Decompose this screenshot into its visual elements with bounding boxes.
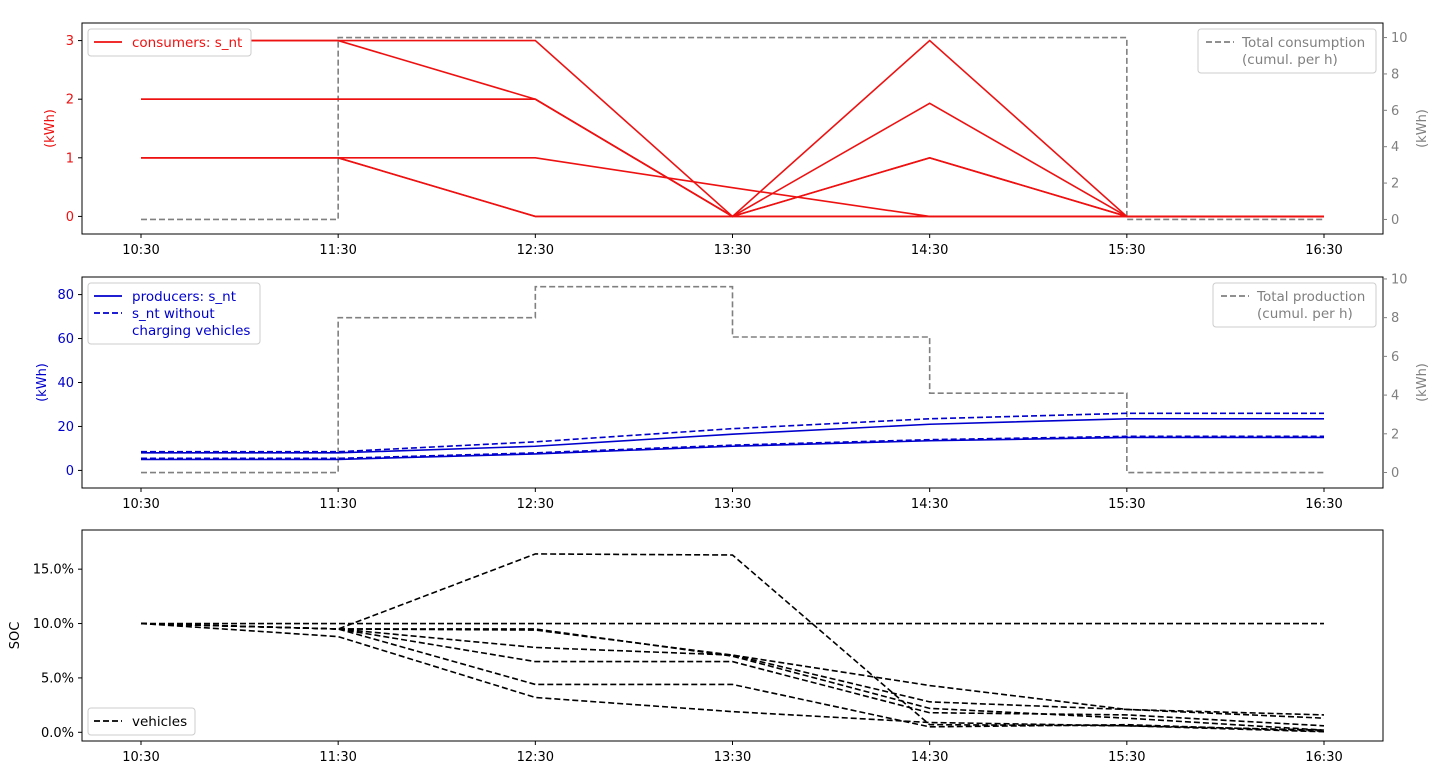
y-tick-label: 60	[57, 332, 74, 347]
x-tick-label: 14:30	[911, 497, 948, 512]
y-tick-label: 1	[66, 151, 74, 166]
series-line-1	[141, 417, 1324, 454]
x-tick-label: 15:30	[1108, 750, 1145, 765]
x-tick-label: 11:30	[319, 243, 356, 258]
x-tick-label: 16:30	[1305, 243, 1342, 258]
x-tick-label: 16:30	[1305, 750, 1342, 765]
series-line-5	[140, 622, 1325, 719]
y2-tick-label: 0	[1391, 213, 1399, 228]
series-line-2	[141, 39, 1324, 218]
panel-1: 10:30 11:30 12:30 13:30 14:30 15:30 16:30 0 1 2 3 (…	[43, 22, 1430, 258]
series-line-6	[140, 622, 1325, 727]
x-tick-label: 13:30	[714, 497, 751, 512]
legend-label: Total production	[1256, 289, 1365, 305]
series-line-3	[141, 412, 1324, 453]
series-line-4	[141, 435, 1324, 460]
panel-3: 10:30 11:30 12:30 13:30 14:30 15:30 16:30 0.0% 5…	[8, 529, 1384, 765]
y2-axis-label: (kWh)	[1415, 109, 1430, 148]
y2-tick-label: 4	[1391, 140, 1399, 155]
legend-label: (cumul. per h)	[1242, 52, 1338, 68]
y2-tick-label: 8	[1391, 67, 1399, 82]
legend-label: (cumul. per h)	[1257, 306, 1353, 322]
y-tick-label: 10.0%	[33, 617, 74, 632]
legend-label: charging vehicles	[132, 323, 250, 339]
legend-box	[87, 28, 252, 57]
y2-tick-label: 0	[1391, 466, 1399, 481]
y-tick-label: 0	[66, 464, 74, 479]
x-tick-label: 14:30	[911, 243, 948, 258]
y2-tick-label: 6	[1391, 350, 1399, 365]
y2-tick-label: 10	[1391, 272, 1408, 287]
legend-secondary: Total consumption(cumul. per h)	[1197, 28, 1377, 74]
y-tick-label: 15.0%	[33, 563, 74, 578]
series-total-step-line	[141, 285, 1324, 474]
x-tick-label: 10:30	[122, 243, 159, 258]
panel-2: 10:30 11:30 12:30 13:30 14:30 15:30 16:3002040…	[35, 272, 1430, 512]
y-tick-label: 3	[66, 34, 74, 49]
y-tick-label: 20	[57, 420, 74, 435]
legend-box	[1197, 28, 1377, 74]
y-axis-label: (kWh)	[43, 109, 58, 148]
y-tick-label: 0	[66, 210, 74, 225]
legend-label: consumers: s_nt	[132, 35, 242, 51]
x-tick-label: 14:30	[911, 750, 948, 765]
plot-frame	[81, 22, 1384, 235]
series-line-7	[141, 157, 1324, 218]
x-tick-label: 15:30	[1108, 243, 1145, 258]
legend-label: producers: s_nt	[132, 289, 236, 305]
x-tick-label: 15:30	[1108, 497, 1145, 512]
y-tick-label: 2	[66, 93, 74, 108]
x-tick-label: 11:30	[319, 750, 356, 765]
y-tick-label: 80	[57, 288, 74, 303]
x-tick-label: 12:30	[517, 497, 554, 512]
series-line-1	[141, 39, 1324, 218]
series-line-2	[141, 436, 1324, 461]
y2-axis-label: (kWh)	[1415, 363, 1430, 402]
legend-label: s_nt without	[132, 306, 215, 322]
x-tick-label: 11:30	[319, 497, 356, 512]
y2-tick-label: 2	[1391, 427, 1399, 442]
series-line-7	[140, 622, 1325, 733]
legend-secondary: Total production(cumul. per h)	[1212, 282, 1377, 328]
legend-label: vehicles	[132, 714, 187, 730]
y2-tick-label: 2	[1391, 177, 1399, 192]
series-line-5	[141, 157, 1324, 218]
x-tick-label: 13:30	[714, 750, 751, 765]
x-tick-label: 10:30	[122, 497, 159, 512]
x-tick-label: 12:30	[517, 243, 554, 258]
legend-label: Total consumption	[1241, 35, 1365, 51]
y2-tick-label: 6	[1391, 104, 1399, 119]
series-line-4	[140, 622, 1325, 716]
y2-tick-label: 4	[1391, 389, 1399, 404]
series-line-3	[140, 622, 1325, 731]
y-tick-label: 5.0%	[41, 671, 74, 686]
legend-box	[87, 282, 261, 345]
y-axis-label: (kWh)	[35, 363, 50, 402]
legend: consumers: s_nt	[87, 28, 252, 57]
y-tick-label: 0.0%	[41, 726, 74, 741]
y2-tick-label: 8	[1391, 311, 1399, 326]
legend-box	[1212, 282, 1377, 328]
y-tick-label: 40	[57, 376, 74, 391]
x-tick-label: 12:30	[517, 750, 554, 765]
x-tick-label: 16:30	[1305, 497, 1342, 512]
series-line-2	[140, 553, 1325, 731]
plot-frame	[81, 276, 1384, 489]
legend: vehicles	[87, 707, 196, 736]
x-tick-label: 10:30	[122, 750, 159, 765]
series-total-step-line	[141, 36, 1324, 221]
x-tick-label: 13:30	[714, 243, 751, 258]
y-axis-label: SOC	[8, 622, 23, 650]
y2-tick-label: 10	[1391, 31, 1408, 46]
series-line-8	[140, 622, 1325, 733]
legend-box	[87, 707, 196, 736]
plot-frame	[81, 529, 1384, 742]
